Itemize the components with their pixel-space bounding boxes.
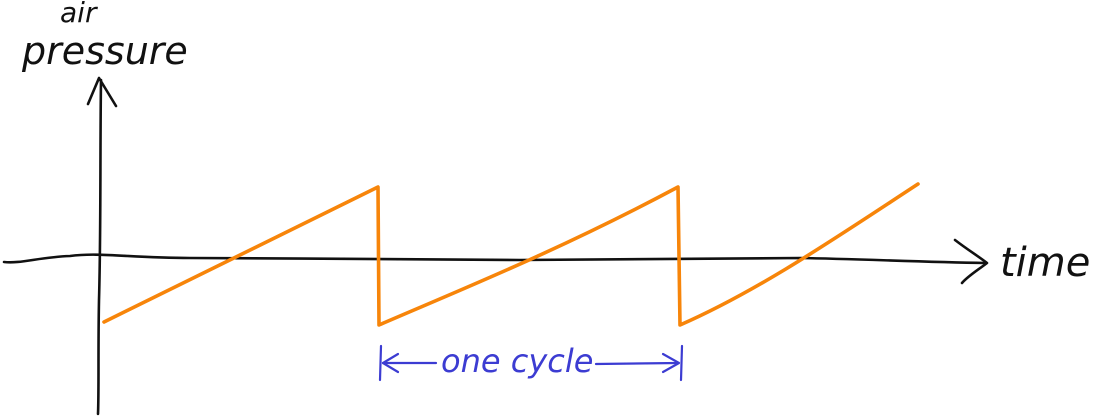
cycle-right-arrowhead (661, 352, 681, 374)
y-axis (86, 76, 118, 416)
y-axis-arrowhead (86, 76, 118, 108)
cycle-left-tick (378, 344, 383, 382)
cycle-label: one cycle (441, 342, 593, 380)
x-axis-label-time: time (1000, 240, 1090, 286)
x-axis (2, 238, 989, 285)
cycle-right-arrow-shaft (594, 361, 680, 366)
y-axis-line (96, 78, 103, 416)
sawtooth-wave (102, 182, 920, 327)
x-axis-arrowhead (953, 238, 989, 285)
y-axis-label-pressure: pressure (21, 29, 188, 73)
cycle-annotation: one cycle (378, 342, 684, 382)
cycle-right-tick (679, 344, 684, 382)
x-axis-line (2, 253, 987, 265)
y-axis-label-air: air (60, 0, 98, 29)
